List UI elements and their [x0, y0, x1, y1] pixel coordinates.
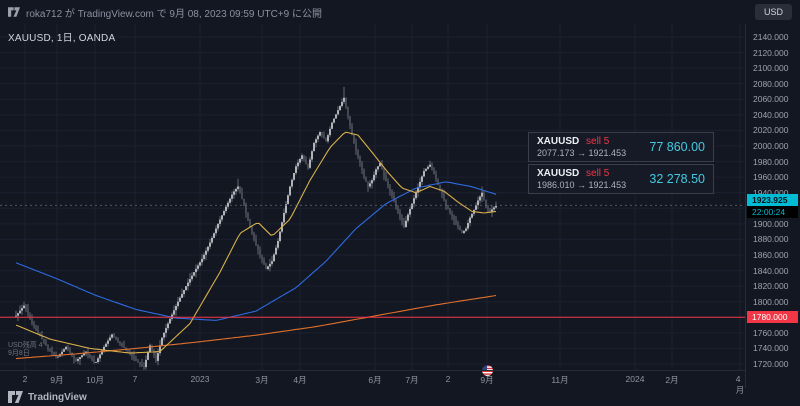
chart-area[interactable]: XAUUSD, 1日, OANDA USD残高 4 9月8日 XAUUSD se…	[0, 24, 745, 377]
price-axis-label: 2100.000	[753, 63, 789, 74]
balance-note-line1: USD残高 4	[8, 342, 43, 349]
price-axis-label: 1760.000	[753, 327, 789, 338]
symbol-legend[interactable]: XAUUSD, 1日, OANDA	[8, 33, 116, 44]
price-axis-label: 2020.000	[753, 125, 789, 136]
currency-usd-button[interactable]: USD	[754, 4, 792, 20]
position-panel: XAUUSD sell 5 2077.173 → 1921.453 77 860…	[528, 132, 714, 194]
tradingview-logo[interactable]	[8, 391, 23, 403]
price-axis-label: 1900.000	[753, 218, 789, 229]
time-axis-label: 2	[445, 374, 451, 384]
price-axis[interactable]: 1923.925 22:00:24 1780.000 2140.000 2120.…	[745, 24, 800, 388]
price-axis-label: 2040.000	[753, 109, 789, 120]
position-pnl: 77 860.00	[649, 140, 705, 154]
price-axis-label: 2060.000	[753, 94, 789, 105]
price-axis-label: 1880.000	[753, 234, 789, 245]
current-price-label: 1923.925	[747, 194, 798, 207]
time-axis-label: 7	[132, 374, 138, 384]
time-axis-label: 2月	[665, 375, 679, 385]
time-axis-label: 4月	[735, 374, 745, 395]
time-axis[interactable]: 2 9月 10月 7 2023 3月 4月 6月 7月 2 9月 11月 2024 2月 4月	[0, 370, 745, 395]
countdown-label: 22:00:24	[747, 206, 798, 219]
price-axis-label: 1840.000	[753, 265, 789, 276]
price-axis-label: 2140.000	[753, 32, 789, 42]
position-side: sell 5	[586, 136, 610, 147]
time-axis-label: 9月	[480, 375, 494, 385]
price-axis-label: 1980.000	[753, 156, 789, 167]
balance-note-line2: 9月8日	[8, 350, 30, 357]
position-prices: 1986.010 → 1921.453	[537, 180, 627, 190]
position-row[interactable]: XAUUSD sell 5 1986.010 → 1921.453 32 278…	[528, 164, 714, 194]
balance-note: USD残高 4 9月8日	[8, 342, 43, 358]
price-axis-label: 2080.000	[753, 78, 789, 89]
position-prices: 2077.173 → 1921.453	[537, 148, 627, 158]
time-axis-label: 10月	[86, 375, 104, 385]
footer: TradingView	[0, 388, 800, 406]
time-axis-label: 2024	[625, 374, 645, 384]
position-pnl: 32 278.50	[649, 172, 705, 186]
position-row[interactable]: XAUUSD sell 5 2077.173 → 1921.453 77 860…	[528, 132, 714, 162]
price-axis-label: 1800.000	[753, 296, 789, 307]
time-axis-label: 3月	[255, 375, 269, 385]
price-axis-label: 2000.000	[753, 141, 789, 151]
alert-price-label: 1780.000	[747, 311, 798, 324]
price-chart-canvas[interactable]	[0, 24, 745, 372]
time-axis-label: 7月	[405, 375, 419, 385]
time-axis-label: 9月	[50, 375, 64, 385]
position-symbol: XAUUSD	[537, 168, 580, 179]
price-axis-label: 1940.000	[753, 187, 789, 198]
price-axis-label: 2120.000	[753, 47, 789, 58]
publish-text: roka712 が TradingView.com で 9月 08, 2023 …	[26, 8, 322, 20]
tradingview-icon	[8, 7, 20, 17]
time-axis-label: 6月	[368, 375, 382, 385]
price-axis-label: 1740.000	[753, 343, 789, 354]
position-side: sell 5	[586, 168, 610, 179]
price-axis-label: 1720.000	[753, 359, 789, 369]
price-axis-label: 1960.000	[753, 172, 789, 183]
price-axis-label: 1820.000	[753, 281, 789, 292]
publish-bar: roka712 が TradingView.com で 9月 08, 2023 …	[0, 0, 800, 24]
time-axis-label: 4月	[293, 375, 307, 385]
brand-name: TradingView	[28, 391, 87, 403]
position-symbol: XAUUSD	[537, 136, 580, 147]
time-axis-label: 11月	[551, 375, 569, 385]
price-axis-label: 1860.000	[753, 250, 789, 260]
time-axis-label: 2023	[190, 374, 210, 384]
time-axis-label: 2	[22, 374, 28, 384]
